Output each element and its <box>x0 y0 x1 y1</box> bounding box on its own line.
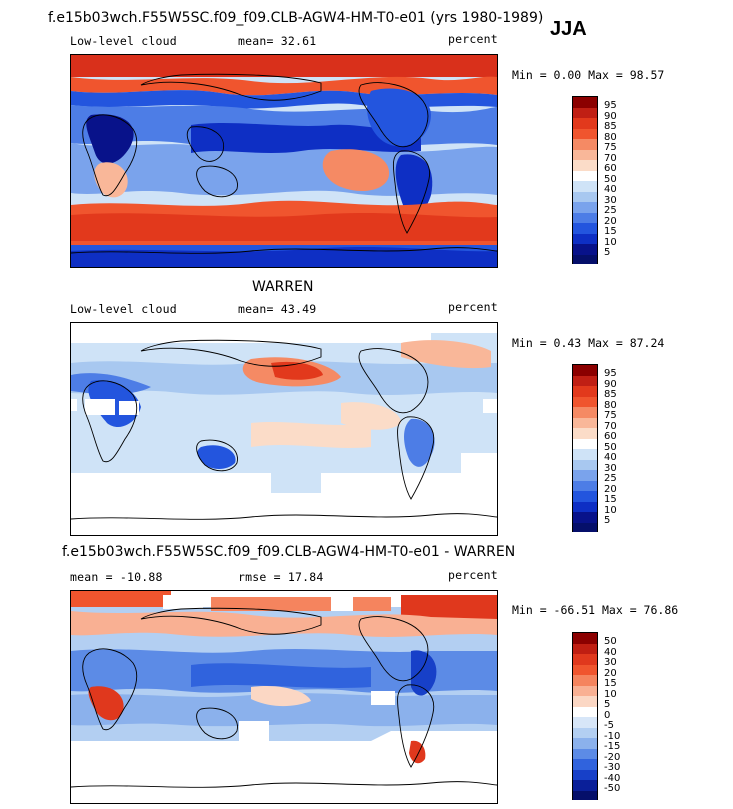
panel3-tick: -10 <box>604 730 621 742</box>
panel2-tick: 15 <box>604 494 617 505</box>
panel1-tick: 5 <box>604 247 611 258</box>
panel3-tick: -20 <box>604 751 621 763</box>
panel1-tick: 80 <box>604 131 617 143</box>
panel1-units-label: percent <box>448 32 498 46</box>
panel3-tick: -50 <box>604 783 621 794</box>
panel1-tick: 20 <box>604 215 617 227</box>
panel3-tick: 40 <box>604 646 617 658</box>
panel2-tick: 70 <box>604 420 617 432</box>
panel3-tick: -40 <box>604 772 621 784</box>
panel3-tick: 0 <box>604 709 611 721</box>
panel1-tick: 50 <box>604 173 617 185</box>
panel2-tick: 5 <box>604 515 611 526</box>
panel3-minmax: Min = -66.51 Max = 76.86 <box>512 603 679 617</box>
panel3-colorbar <box>572 632 598 800</box>
panel2-tick: 20 <box>604 483 617 495</box>
panel1-tick: 95 <box>604 100 617 111</box>
panel1-tick: 25 <box>604 205 617 216</box>
panel2-minmax: Min = 0.43 Max = 87.24 <box>512 336 665 350</box>
panel3-tick: 30 <box>604 657 617 668</box>
panel2-tick: 30 <box>604 462 617 474</box>
panel3-title: f.e15b03wch.F55W5SC.f09_f09.CLB-AGW4-HM-… <box>62 544 516 560</box>
panel3-tick: -15 <box>604 741 621 752</box>
panel1-map <box>70 54 498 268</box>
panel2-tick: 80 <box>604 399 617 411</box>
panel3-map <box>70 590 498 804</box>
panel3-tick: -5 <box>604 720 614 731</box>
panel2-tick: 90 <box>604 378 617 390</box>
panel2-tick: 50 <box>604 441 617 453</box>
panel2-tick: 75 <box>604 410 617 421</box>
panel1-tick: 10 <box>604 236 617 248</box>
panel1-colorbar <box>572 96 598 264</box>
panel2-tick: 10 <box>604 504 617 516</box>
panel2-title: WARREN <box>252 279 314 295</box>
panel3-tick: 10 <box>604 688 617 700</box>
panel1-tick: 40 <box>604 184 617 195</box>
panel3-tick: -30 <box>604 762 621 773</box>
panel1-tick: 75 <box>604 142 617 153</box>
panel3-units-label: percent <box>448 568 498 582</box>
panel2-colorbar <box>572 364 598 532</box>
panel1-minmax: Min = 0.00 Max = 98.57 <box>512 68 665 82</box>
panel2-variable-label: Low-level cloud <box>70 302 177 316</box>
panel1-tick: 70 <box>604 152 617 164</box>
panel3-rmse-label: rmse = 17.84 <box>238 570 324 584</box>
panel3-mean-label: mean = -10.88 <box>70 570 163 584</box>
panel1-mean-label: mean= 32.61 <box>238 34 317 48</box>
panel2-units-label: percent <box>448 300 498 314</box>
panel2-map <box>70 322 498 536</box>
panel3-tick: 15 <box>604 678 617 689</box>
panel2-tick: 25 <box>604 473 617 484</box>
panel2-tick: 60 <box>604 431 617 442</box>
panel3-tick: 50 <box>604 636 617 647</box>
panel1-title: f.e15b03wch.F55W5SC.f09_f09.CLB-AGW4-HM-… <box>48 10 544 26</box>
panel1-variable-label: Low-level cloud <box>70 34 177 48</box>
panel2-tick: 85 <box>604 389 617 400</box>
panel2-tick: 95 <box>604 368 617 379</box>
panel1-tick: 15 <box>604 226 617 237</box>
panel3-tick: 5 <box>604 699 611 710</box>
panel2-tick: 40 <box>604 452 617 463</box>
panel1-tick: 90 <box>604 110 617 122</box>
panel1-tick: 30 <box>604 194 617 206</box>
panel1-tick: 60 <box>604 163 617 174</box>
panel1-tick: 85 <box>604 121 617 132</box>
season-label: JJA <box>550 18 587 40</box>
panel2-mean-label: mean= 43.49 <box>238 302 317 316</box>
panel3-tick: 20 <box>604 667 617 679</box>
